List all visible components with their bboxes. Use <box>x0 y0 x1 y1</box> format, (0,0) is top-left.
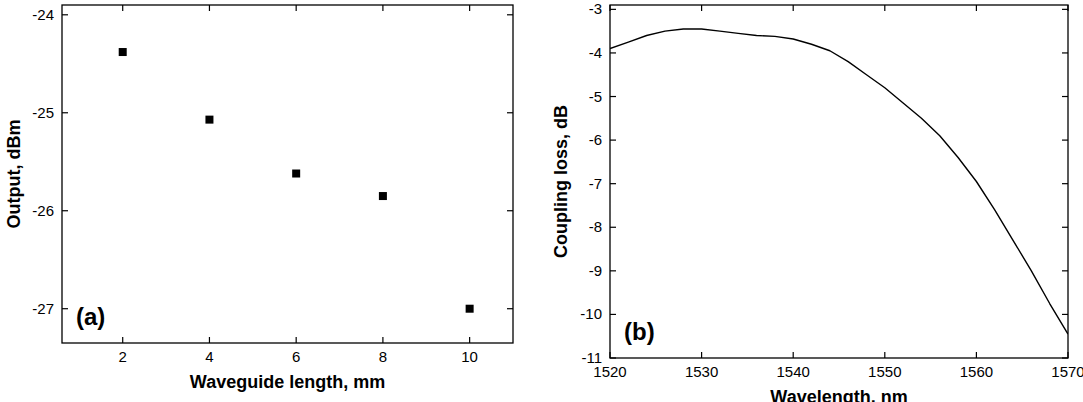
y-tick <box>610 183 616 184</box>
y-tick <box>610 139 616 140</box>
y-tick-label: -4 <box>589 44 602 61</box>
x-tick-top <box>296 5 297 11</box>
x-tick-label: 1560 <box>960 363 993 380</box>
y-tick-right <box>1062 139 1068 140</box>
x-tick <box>1067 352 1068 358</box>
x-tick-label: 10 <box>461 348 478 365</box>
x-tick-label: 1540 <box>777 363 810 380</box>
y-tick-right <box>507 112 513 113</box>
data-group <box>119 48 474 313</box>
x-tick-top <box>382 5 383 11</box>
y-tick-right <box>1062 227 1068 228</box>
y-tick-right <box>1062 183 1068 184</box>
x-tick <box>976 352 977 358</box>
y-tick <box>610 357 616 358</box>
y-tick-label: -11 <box>581 349 602 366</box>
y-tick-label: -24 <box>32 6 54 23</box>
plot-frame <box>610 5 1068 358</box>
point <box>379 192 387 200</box>
x-tick <box>382 337 383 343</box>
x-tick-top <box>1067 5 1068 11</box>
y-tick <box>610 270 616 271</box>
y-tick <box>610 96 616 97</box>
panel: 152015301540155015601570-3-4-5-6-7-8-9-1… <box>551 0 1083 402</box>
x-tick-top <box>209 5 210 11</box>
y-tick-label: -26 <box>32 202 54 219</box>
x-tick-top <box>976 5 977 11</box>
y-tick <box>62 112 68 113</box>
y-tick-label: -5 <box>589 88 602 105</box>
x-axis-title: Waveguide length, mm <box>190 372 385 392</box>
x-tick-label: 1530 <box>685 363 718 380</box>
x-tick-label: 1570 <box>1051 363 1083 380</box>
y-tick <box>610 314 616 315</box>
figure: 2 4 6 8 10 -24 -25 -26 -27 Waveguide length, mm Ou… <box>0 0 1083 402</box>
x-tick-label: 4 <box>205 348 213 365</box>
y-tick-right <box>1062 314 1068 315</box>
x-tick <box>884 352 885 358</box>
y-tick-right <box>1062 357 1068 358</box>
x-tick-top <box>701 5 702 11</box>
x-tick <box>122 337 123 343</box>
point <box>205 116 213 124</box>
y-tick-right <box>1062 52 1068 53</box>
x-tick <box>701 352 702 358</box>
y-tick-right <box>1062 270 1068 271</box>
line <box>610 29 1068 334</box>
x-tick-top <box>884 5 885 11</box>
point <box>119 48 127 56</box>
x-tick <box>469 337 470 343</box>
y-tick-right <box>1062 9 1068 10</box>
x-tick-top <box>122 5 123 11</box>
y-tick-right <box>507 308 513 309</box>
x-tick-label: 8 <box>379 348 387 365</box>
y-tick <box>610 9 616 10</box>
y-tick-label: -7 <box>589 175 602 192</box>
x-tick-label: 6 <box>292 348 300 365</box>
panel: 2 4 6 8 10 -24 -25 -26 -27 Waveguide length, mm Ou… <box>4 5 513 392</box>
panel-label: (b) <box>624 318 655 345</box>
y-tick-right <box>507 210 513 211</box>
y-tick <box>610 227 616 228</box>
y-tick-label: -10 <box>580 305 602 322</box>
y-axis-title: Coupling loss, dB <box>551 105 571 258</box>
y-tick <box>62 210 68 211</box>
panel-label: (a) <box>76 303 105 330</box>
y-tick-label: -6 <box>589 131 602 148</box>
y-tick-right <box>1062 96 1068 97</box>
x-tick-label: 2 <box>119 348 127 365</box>
data-group <box>610 29 1068 334</box>
x-tick <box>793 352 794 358</box>
y-tick <box>62 308 68 309</box>
x-tick-top <box>793 5 794 11</box>
y-tick-label: -8 <box>589 218 602 235</box>
plot-frame <box>62 5 513 343</box>
y-axis-title: Output, dBm <box>4 120 24 229</box>
y-tick-right <box>507 14 513 15</box>
point <box>466 305 474 313</box>
x-tick-top <box>469 5 470 11</box>
y-tick-label: -27 <box>32 300 54 317</box>
x-tick <box>609 352 610 358</box>
point <box>292 170 300 178</box>
y-tick <box>610 52 616 53</box>
x-tick <box>209 337 210 343</box>
x-tick-label: 1550 <box>868 363 901 380</box>
x-tick <box>296 337 297 343</box>
y-tick <box>62 14 68 15</box>
x-tick-top <box>609 5 610 11</box>
y-tick-label: -9 <box>589 262 602 279</box>
x-axis-title: Wavelength, nm <box>770 387 907 402</box>
y-tick-label: -25 <box>32 104 54 121</box>
y-tick-label: -3 <box>589 0 602 17</box>
